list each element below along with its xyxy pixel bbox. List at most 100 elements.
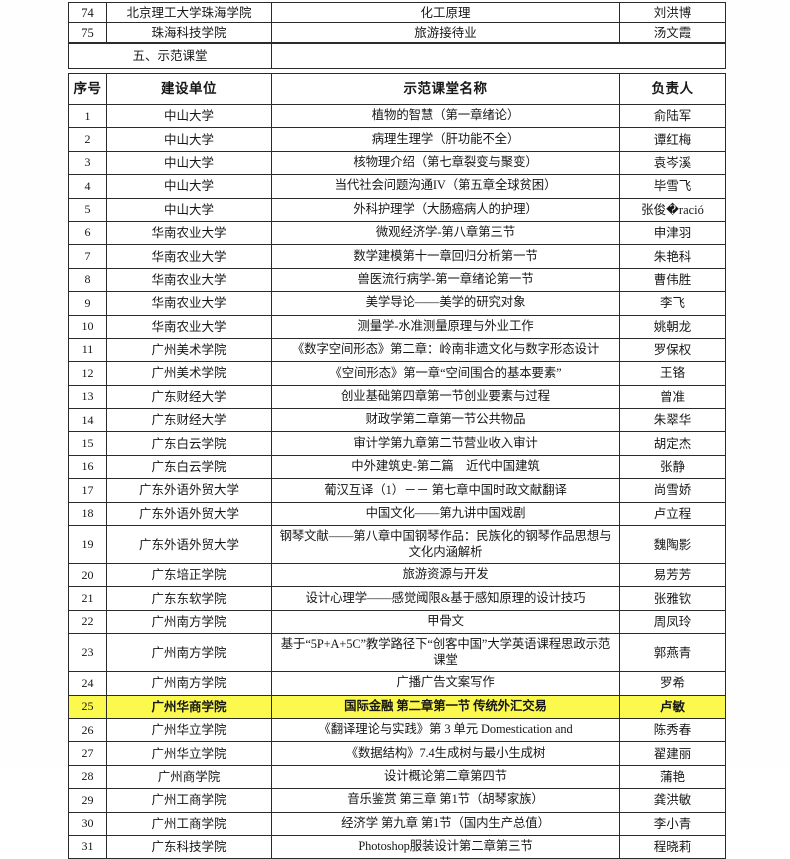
row-index: 7 [68, 244, 107, 269]
table-row: 24 广州南方学院 广播广告文案写作 罗希 [68, 671, 726, 696]
row-name: 创业基础第四章第一节创业要素与过程 [271, 384, 620, 410]
row-unit: 广东东软学院 [106, 586, 272, 611]
row-name: Photoshop服装设计第二章第三节 [271, 834, 620, 859]
row-unit: 中山大学 [106, 103, 272, 129]
row-owner: 魏陶影 [619, 525, 726, 565]
table-row: 27 广州华立学院 《数据结构》7.4生成树与最小生成树 翟建丽 [68, 741, 726, 766]
table-row: 75 珠海科技学院 旅游接待业 汤文霞 [68, 22, 726, 43]
row-name: 《翻译理论与实践》第 3 单元 Domestication and [271, 717, 620, 743]
row-index: 6 [68, 220, 107, 246]
row-unit: 广州南方学院 [106, 609, 272, 635]
row-owner: 翟建丽 [619, 741, 726, 766]
row-owner: 姚朝龙 [619, 314, 726, 339]
demonstration-class-table: 序号 建设单位 示范课堂名称 负责人 1 中山大学 植物的智慧（第一章绪论） 俞陆军 2… [68, 73, 726, 859]
row-index: 1 [68, 103, 107, 129]
row-index: 17 [68, 478, 107, 503]
row-name: 音乐鉴赏 第三章 第1节（胡琴家族） [271, 788, 620, 813]
row-owner: 申津羽 [619, 220, 726, 246]
section-heading-table: 五、示范课堂 [68, 43, 726, 69]
row-name: 兽医流行病学-第一章绪论第一节 [271, 267, 620, 293]
row-unit: 华南农业大学 [106, 291, 272, 316]
row-index: 74 [68, 2, 107, 23]
row-index: 22 [68, 609, 107, 635]
row-name: 设计心理学——感觉阈限&基于感知原理的设计技巧 [271, 586, 620, 611]
table-row: 22 广州南方学院 甲骨文 周凤玲 [68, 609, 726, 635]
row-name: 《数字空间形态》第二章：岭南非遗文化与数字形态设计 [271, 337, 620, 363]
row-index: 4 [68, 174, 107, 199]
table-row: 26 广州华立学院 《翻译理论与实践》第 3 单元 Domestication an… [68, 717, 726, 743]
row-unit: 广州华商学院 [106, 694, 272, 719]
row-unit: 广州华立学院 [106, 741, 272, 766]
row-index: 20 [68, 563, 107, 588]
row-name: 当代社会问题沟通IV（第五章全球贫困） [271, 174, 620, 199]
row-name: 甲骨文 [271, 609, 620, 635]
table-row: 2 中山大学 病理生理学（肝功能不全） 谭红梅 [68, 127, 726, 152]
row-name: 旅游资源与开发 [271, 563, 620, 588]
row-index: 26 [68, 717, 107, 743]
row-index: 10 [68, 314, 107, 339]
previous-section-body: 74 北京理工大学珠海学院 化工原理 刘洪博 75 珠海科技学院 旅游接待业 汤… [68, 2, 726, 43]
row-name: 设计概论第二章第四节 [271, 764, 620, 790]
row-index: 30 [68, 811, 107, 836]
row-unit: 华南农业大学 [106, 267, 272, 293]
row-name: 国际金融 第二章第一节 传统外汇交易 [271, 694, 620, 719]
header-owner: 负责人 [619, 73, 726, 105]
table-row: 13 广东财经大学 创业基础第四章第一节创业要素与过程 曾准 [68, 384, 726, 410]
row-unit: 中山大学 [106, 150, 272, 176]
table-row: 15 广东白云学院 审计学第九章第二节营业收入审计 胡定杰 [68, 431, 726, 456]
row-owner: 胡定杰 [619, 431, 726, 456]
row-unit: 广东财经大学 [106, 384, 272, 410]
table-row: 25 广州华商学院 国际金融 第二章第一节 传统外汇交易 卢敏 [68, 694, 726, 719]
row-owner: 李飞 [619, 291, 726, 316]
previous-section-table: 74 北京理工大学珠海学院 化工原理 刘洪博 75 珠海科技学院 旅游接待业 汤… [68, 2, 726, 43]
row-name: 核物理介绍（第七章裂变与聚变） [271, 150, 620, 176]
row-owner: 张雅钦 [619, 586, 726, 611]
header-index: 序号 [68, 73, 107, 105]
row-name: 中国文化——第九讲中国戏剧 [271, 501, 620, 527]
row-index: 28 [68, 764, 107, 790]
table-row: 17 广东外语外贸大学 葡汉互译（1）－－ 第七章中国时政文献翻译 尚雪娇 [68, 478, 726, 503]
row-index: 31 [68, 834, 107, 859]
row-owner: 袁岑溪 [619, 150, 726, 176]
row-unit: 广州美术学院 [106, 337, 272, 363]
row-name: 病理生理学（肝功能不全） [271, 127, 620, 152]
row-unit: 中山大学 [106, 174, 272, 199]
row-unit: 中山大学 [106, 127, 272, 152]
header-name: 示范课堂名称 [271, 73, 620, 105]
row-owner: 卢立程 [619, 501, 726, 527]
table-row: 74 北京理工大学珠海学院 化工原理 刘洪博 [68, 2, 726, 23]
table-row: 5 中山大学 外科护理学（大肠癌病人的护理） 张俊�ració [68, 197, 726, 222]
row-unit: 广州工商学院 [106, 811, 272, 836]
row-name: 旅游接待业 [271, 22, 620, 43]
row-owner: 尚雪娇 [619, 478, 726, 503]
table-row: 29 广州工商学院 音乐鉴赏 第三章 第1节（胡琴家族） 龚洪敏 [68, 788, 726, 813]
row-owner: 龚洪敏 [619, 788, 726, 813]
row-unit: 广州南方学院 [106, 633, 272, 673]
table-row: 20 广东培正学院 旅游资源与开发 易芳芳 [68, 563, 726, 588]
table-row: 19 广东外语外贸大学 钢琴文献——第八章中国钢琴作品：民族化的钢琴作品思想与文化内… [68, 525, 726, 565]
row-index: 12 [68, 361, 107, 386]
row-owner: 郭燕青 [619, 633, 726, 673]
row-owner: 易芳芳 [619, 563, 726, 588]
table-body: 1 中山大学 植物的智慧（第一章绪论） 俞陆军 2 中山大学 病理生理学（肝功能不全） 谭红梅… [68, 103, 726, 859]
row-owner: 王铬 [619, 361, 726, 386]
table-row: 12 广州美术学院 《空间形态》第一章“空间围合的基本要素” 王铬 [68, 361, 726, 386]
row-index: 24 [68, 671, 107, 696]
table-row: 31 广东科技学院 Photoshop服装设计第二章第三节 程晓莉 [68, 834, 726, 859]
table-row: 7 华南农业大学 数学建模第十一章回归分析第一节 朱艳科 [68, 244, 726, 269]
row-owner: 罗保权 [619, 337, 726, 363]
table-row: 18 广东外语外贸大学 中国文化——第九讲中国戏剧 卢立程 [68, 501, 726, 527]
table-row: 8 华南农业大学 兽医流行病学-第一章绪论第一节 曹伟胜 [68, 267, 726, 293]
row-name: 中外建筑史-第二篇 近代中国建筑 [271, 454, 620, 480]
row-unit: 广州美术学院 [106, 361, 272, 386]
row-name: 钢琴文献——第八章中国钢琴作品：民族化的钢琴作品思想与文化内涵解析 [271, 525, 620, 565]
row-unit: 北京理工大学珠海学院 [106, 2, 272, 23]
row-unit: 广东白云学院 [106, 454, 272, 480]
row-unit: 广东财经大学 [106, 408, 272, 433]
row-unit: 广州南方学院 [106, 671, 272, 696]
row-owner: 张俊�ració [619, 197, 726, 222]
row-unit: 广东培正学院 [106, 563, 272, 588]
row-unit: 中山大学 [106, 197, 272, 222]
row-index: 27 [68, 741, 107, 766]
document-page: 74 北京理工大学珠海学院 化工原理 刘洪博 75 珠海科技学院 旅游接待业 汤… [68, 2, 726, 859]
